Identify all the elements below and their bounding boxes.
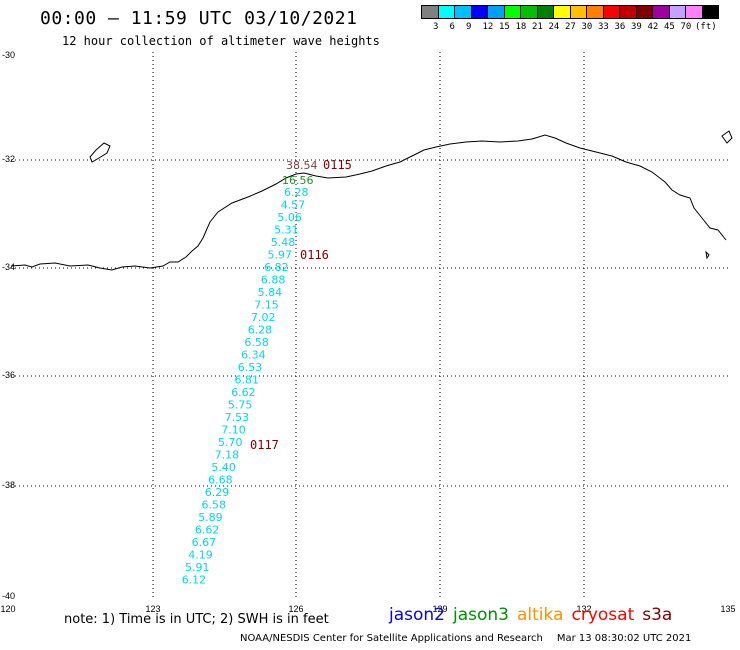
legend-swatch xyxy=(701,5,719,19)
satellite-name: jason2 xyxy=(389,605,445,625)
footnote: note: 1) Time is in UTC; 2) SWH is in fe… xyxy=(64,612,329,627)
latitude-label: -34 xyxy=(2,262,15,272)
pass-time-label: 0117 xyxy=(250,438,279,452)
wave-height-value: 7.02 xyxy=(251,311,276,324)
pass-times: 0115 0116 0117 xyxy=(250,158,352,452)
satellite-name: altika xyxy=(517,605,564,625)
legend-label: 39 xyxy=(631,22,642,32)
latitude-label: -38 xyxy=(2,480,15,490)
wave-height-value: 5.91 xyxy=(185,561,210,574)
legend-label: 12 xyxy=(482,22,494,32)
wave-height-value: 6.62 xyxy=(231,386,256,399)
coastline xyxy=(10,130,733,271)
credit-text: NOAA/NESDIS Center for Satellite Applica… xyxy=(240,633,543,644)
longitude-label: 120 xyxy=(0,604,15,614)
wave-height-value: 5.84 xyxy=(258,286,283,299)
wave-height-value: 6.62 xyxy=(195,524,220,537)
wave-height-value: 7.15 xyxy=(254,299,278,312)
generated-timestamp: Mar 13 08:30:02 UTC 2021 xyxy=(556,633,692,644)
legend-label: 18 xyxy=(515,22,527,32)
longitude-label: 126 xyxy=(288,604,303,614)
page-subtitle: 12 hour collection of altimeter wave hei… xyxy=(62,34,380,48)
satellite-name: jason3 xyxy=(453,605,509,625)
graticule xyxy=(11,52,728,598)
page-title: 00:00 — 11:59 UTC 03/10/2021 xyxy=(40,8,358,29)
wave-height-value: 5.89 xyxy=(198,511,223,524)
wave-height-value: 6.88 xyxy=(261,274,286,287)
legend-label: 15 xyxy=(499,22,510,32)
wave-height-value: 6.81 xyxy=(235,374,260,387)
wave-height-value: 5.75 xyxy=(228,399,253,412)
longitude-labels: 120 123 126 129 132 135 xyxy=(0,604,735,614)
legend-label: 30 xyxy=(581,22,593,32)
wave-height-value: 6.28 xyxy=(284,186,309,199)
legend-label: 24 xyxy=(548,22,560,32)
legend-label: 45 xyxy=(664,22,675,32)
credit-line: NOAA/NESDIS Center for Satellite Applica… xyxy=(240,633,691,644)
wave-height-value: 5.70 xyxy=(218,436,243,449)
longitude-label: 132 xyxy=(576,604,591,614)
latitude-label: -36 xyxy=(2,370,15,380)
legend-label: 9 xyxy=(466,22,472,32)
legend-label: 33 xyxy=(598,22,609,32)
latitude-label: -32 xyxy=(2,154,15,164)
legend-label: 21 xyxy=(532,22,543,32)
wave-height-value: 6.82 xyxy=(264,261,289,274)
wave-height-value: 7.10 xyxy=(221,424,246,437)
legend-label: (ft) xyxy=(695,22,717,32)
wave-height-value: 6.58 xyxy=(202,499,227,512)
latitude-label: -30 xyxy=(2,50,15,60)
legend-label: 27 xyxy=(565,22,576,32)
wave-height-value: 5.31 xyxy=(274,224,299,237)
color-legend xyxy=(421,5,719,19)
pass-time-label: 0115 xyxy=(323,158,352,172)
wave-height-value: 6.12 xyxy=(182,574,207,587)
legend-label: 6 xyxy=(449,22,455,32)
satellite-name: s3a xyxy=(642,605,673,625)
wave-height-value: 5.06 xyxy=(277,211,302,224)
longitude-label: 135 xyxy=(720,604,735,614)
wave-height-value: 5.97 xyxy=(268,249,293,262)
wave-height-value: 7.53 xyxy=(225,411,250,424)
satellite-legend: jason2 jason3 altika cryosat s3a xyxy=(389,605,680,625)
wave-height-value: 16.56 xyxy=(282,174,314,187)
pass-time-label: 0116 xyxy=(300,248,329,262)
wave-height-value: 6.53 xyxy=(238,361,262,374)
latitude-labels: -30 -32 -34 -36 -38 -40 xyxy=(2,50,15,601)
wave-height-value: 6.28 xyxy=(248,324,273,337)
legend-label: 42 xyxy=(647,22,659,32)
wave-height-value: 38.54 xyxy=(286,159,318,172)
wave-height-value: 6.29 xyxy=(205,486,230,499)
longitude-label: 129 xyxy=(432,604,447,614)
longitude-label: 123 xyxy=(145,604,160,614)
wave-height-value: 7.18 xyxy=(215,449,240,462)
wave-height-value: 6.34 xyxy=(241,349,266,362)
color-legend-labels: 3 6 9 12 15 18 21 24 27 30 33 36 39 42 45 70 (ft) xyxy=(421,22,740,34)
wave-height-value: 6.68 xyxy=(208,474,233,487)
latitude-label: -40 xyxy=(2,591,15,601)
wave-height-value: 5.48 xyxy=(271,236,296,249)
satellite-name: cryosat xyxy=(571,605,635,625)
wave-height-value: 5.40 xyxy=(211,461,236,474)
wave-height-value: 6.67 xyxy=(192,536,217,549)
wave-height-value: 4.57 xyxy=(281,199,306,212)
wave-height-value: 6.58 xyxy=(244,336,269,349)
wave-height-value: 4.19 xyxy=(188,549,213,562)
legend-label: 36 xyxy=(614,22,626,32)
legend-label: 3 xyxy=(433,22,439,32)
legend-label: 70 xyxy=(680,22,692,32)
altimeter-track: 38.5416.566.284.575.065.315.485.976.826.… xyxy=(182,159,318,587)
